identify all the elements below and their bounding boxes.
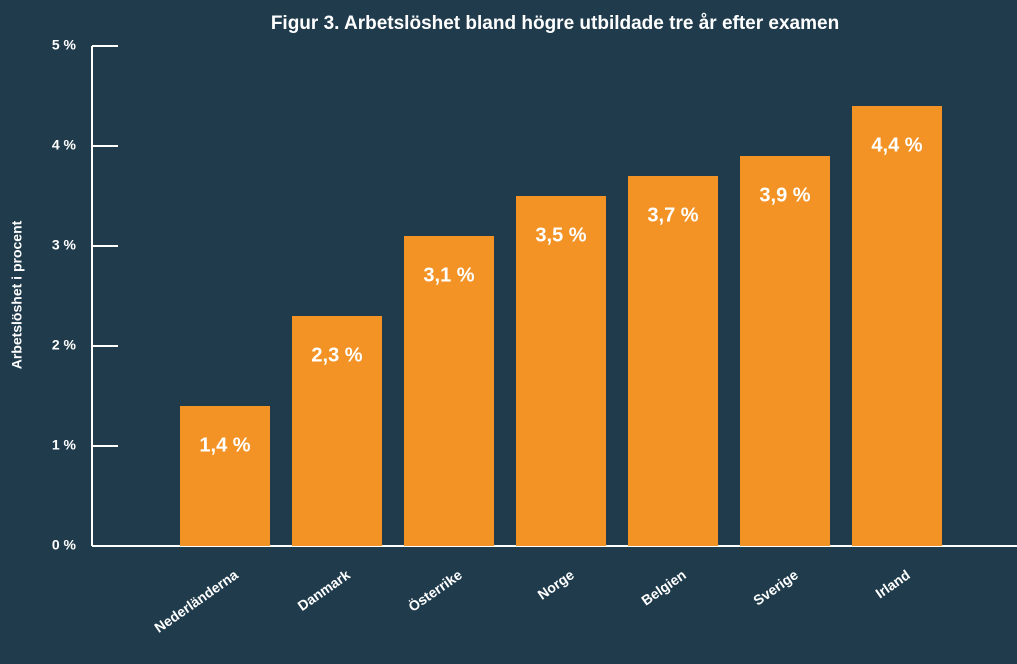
y-tick-label: 3 % xyxy=(52,237,77,253)
y-tick-label: 0 % xyxy=(52,537,77,553)
y-tick-label: 5 % xyxy=(52,37,77,53)
bar xyxy=(740,156,830,546)
bar xyxy=(516,196,606,546)
value-label: 3,9 % xyxy=(759,184,810,206)
bar xyxy=(404,236,494,546)
y-axis-label: Arbetslöshet i procent xyxy=(9,220,25,369)
bar xyxy=(852,106,942,546)
y-tick-label: 2 % xyxy=(52,337,77,353)
bar xyxy=(628,176,718,546)
value-label: 1,4 % xyxy=(199,434,250,456)
value-label: 3,5 % xyxy=(535,224,586,246)
chart-title: Figur 3. Arbetslöshet bland högre utbild… xyxy=(271,13,839,34)
value-label: 4,4 % xyxy=(871,134,922,156)
value-label: 3,7 % xyxy=(647,204,698,226)
y-tick-label: 1 % xyxy=(52,437,77,453)
bar xyxy=(180,406,270,546)
value-label: 2,3 % xyxy=(311,344,362,366)
value-label: 3,1 % xyxy=(423,264,474,286)
y-tick-label: 4 % xyxy=(52,137,77,153)
bar xyxy=(292,316,382,546)
